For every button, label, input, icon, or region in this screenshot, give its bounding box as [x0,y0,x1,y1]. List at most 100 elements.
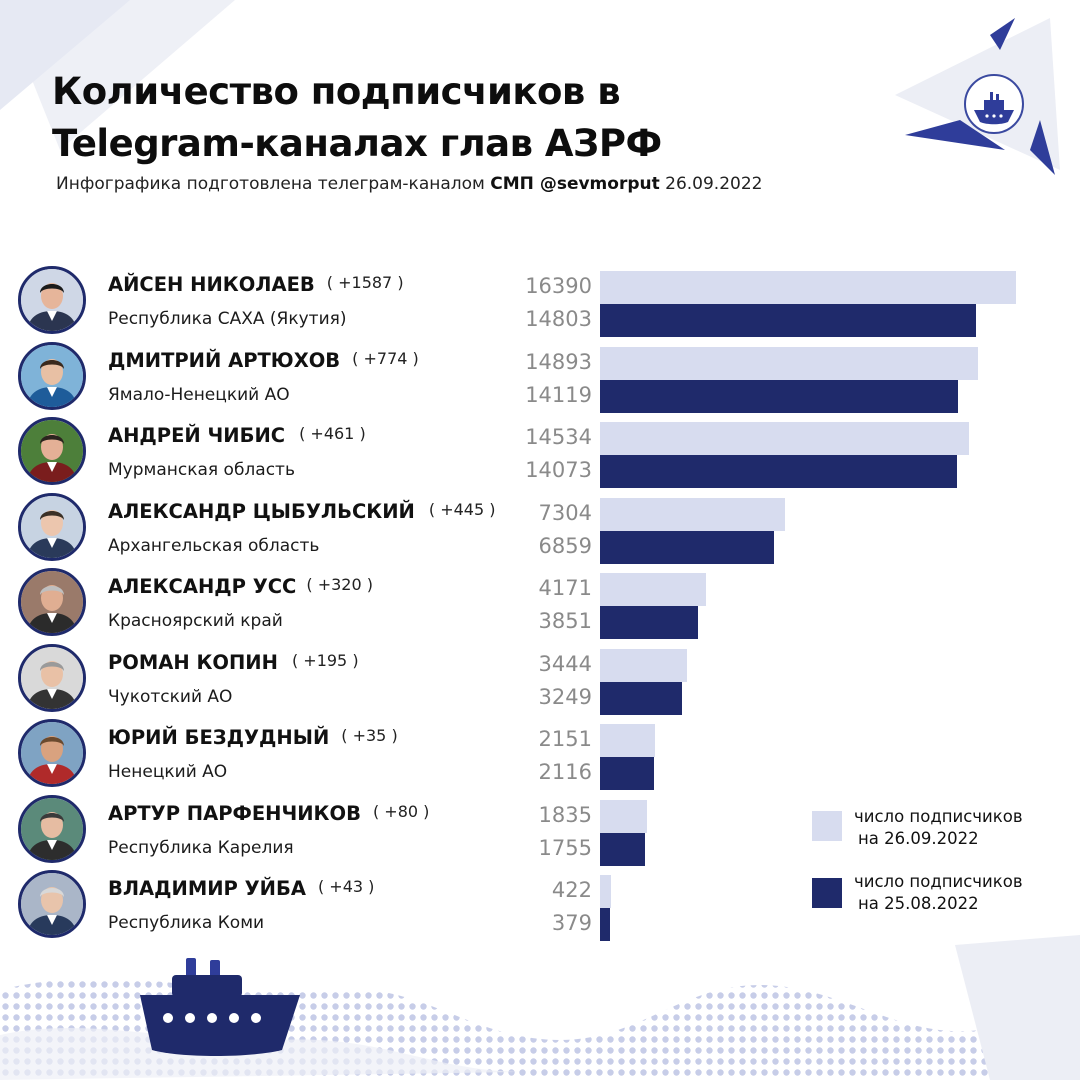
value-label-current: 14534 [525,425,592,449]
subscriber-delta: ( +35 ) [341,726,398,745]
subscriber-delta: ( +43 ) [317,877,375,896]
value-label-current: 422 [551,878,592,902]
bar-previous [600,908,610,941]
value-label-previous: 2116 [538,760,592,784]
bar-current [600,875,611,908]
value-label-previous: 3851 [538,609,592,633]
legend-label-previous: число подписчиков на 25.08.2022 [854,871,1023,915]
avatar [18,266,86,334]
region-name: Республика Коми [108,913,265,933]
subscriber-delta: ( +195 ) [291,650,359,670]
avatar [18,568,86,636]
title-line-1: Количество подписчиков в [52,70,621,113]
value-label-current: 2151 [538,727,592,751]
value-label-previous: 14073 [525,458,592,482]
avatar [18,870,86,938]
bar-previous [600,757,654,790]
value-label-current: 7304 [538,500,592,525]
subscriber-delta: ( +445 ) [428,499,496,519]
governor-name: ДМИТРИЙ АРТЮХОВ [108,348,341,372]
portrait-image [21,873,83,935]
bar-previous [600,455,958,488]
bar-previous [600,304,976,337]
avatar [18,719,86,787]
region-name: Республика САХА (Якутия) [108,309,347,329]
region-name: Чукотский АО [108,686,233,707]
sevmorput-logo [964,74,1024,134]
title-line-2: Telegram-каналах глав АЗРФ [52,122,662,165]
avatar [18,794,86,863]
portrait-image [21,571,83,633]
bar-current [600,497,786,531]
bar-current [600,422,969,455]
avatar [18,341,86,410]
value-label-previous: 14119 [525,382,592,407]
avatar [18,417,86,485]
region-name: Красноярский край [108,611,283,631]
value-label-current: 3444 [538,651,592,676]
page-title: Количество подписчиков в Telegram-канала… [52,66,812,170]
bar-previous [600,681,683,715]
subtitle-channel: СМП @sevmorput [490,174,660,194]
portrait-image [21,495,83,558]
bar-previous [600,606,698,639]
ship-icon [140,958,300,1056]
avatar [18,643,86,712]
portrait-image [21,420,83,482]
value-label-previous: 379 [551,911,592,935]
value-label-previous: 6859 [538,533,592,558]
governor-name: АНДРЕЙ ЧИБИС [108,424,286,447]
subtitle-prefix: Инфографика подготовлена телеграм-канало… [56,174,485,194]
region-name: Республика Карелия [108,837,294,858]
governor-name: РОМАН КОПИН [108,650,278,674]
subtitle-date: 26.09.2022 [665,174,763,194]
legend-label-current: число подписчиков на 26.09.2022 [854,806,1023,850]
region-name: Архангельская область [108,535,320,556]
portrait-image [21,269,83,331]
subscriber-delta: ( +461 ) [299,424,366,443]
value-label-current: 1835 [538,802,592,827]
value-label-previous: 3249 [538,684,592,709]
portrait-image [21,797,83,860]
portrait-image [21,646,83,709]
subscriber-delta: ( +320 ) [306,575,373,594]
region-name: Ненецкий АО [108,762,228,782]
governor-name: АЙСЕН НИКОЛАЕВ [108,273,315,296]
value-label-previous: 14803 [525,307,592,331]
portrait-image [21,344,83,407]
portrait-image [21,722,83,784]
governor-name: АЛЕКСАНДР ЦЫБУЛЬСКИЙ [108,499,415,523]
bar-current [600,346,978,380]
value-label-current: 4171 [538,576,592,600]
value-label-current: 14893 [525,349,592,374]
bar-previous [600,379,959,413]
bar-previous [600,530,775,564]
governor-name: ЮРИЙ БЕЗДУДНЫЙ [108,726,330,749]
subscriber-delta: ( +80 ) [372,801,430,821]
legend-previous-line2: на 25.08.2022 [858,894,979,913]
bar-current [600,573,706,606]
bar-current [600,799,647,833]
bar-current [600,648,688,682]
governor-name: АЛЕКСАНДР УСС [108,575,297,598]
legend-swatch-previous [812,878,842,908]
governor-name: ВЛАДИМИР УЙБА [108,877,306,900]
region-name: Мурманская область [108,460,295,480]
subscriber-delta: ( +1587 ) [326,273,404,292]
region-name: Ямало-Ненецкий АО [108,384,290,405]
bar-current [600,271,1016,304]
subtitle: Инфографика подготовлена телеграм-канало… [56,174,762,194]
legend-swatch-current [812,811,842,841]
subscriber-delta: ( +774 ) [352,348,419,368]
legend-current-line1: число подписчиков [854,807,1023,826]
avatar [18,492,86,561]
bar-previous [600,832,645,866]
value-label-current: 16390 [525,274,592,298]
bar-current [600,724,655,757]
governor-name: АРТУР ПАРФЕНЧИКОВ [108,801,361,825]
legend-previous-line1: число подписчиков [854,872,1023,891]
legend-current-line2: на 26.09.2022 [858,829,979,848]
